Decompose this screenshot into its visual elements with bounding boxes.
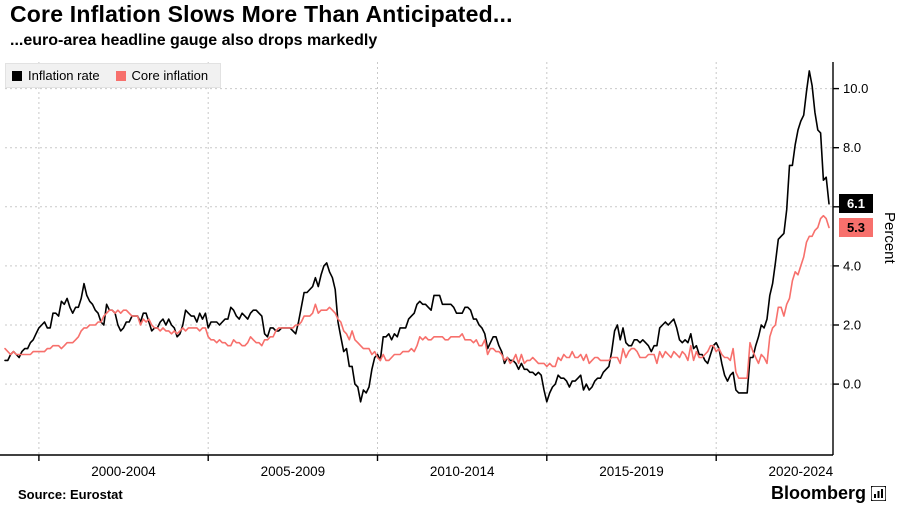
source-note: Source: Eurostat xyxy=(18,487,123,502)
series-line xyxy=(4,70,830,403)
end-value-badge-inflation-rate: 6.1 xyxy=(839,194,873,214)
end-value-badge-core-inflation: 5.3 xyxy=(839,218,873,237)
x-tick-label: 2020-2024 xyxy=(769,464,834,479)
bloomberg-logo[interactable]: Bloomberg xyxy=(771,483,886,504)
y-tick-label: 8.0 xyxy=(843,140,861,155)
y-axis-title: Percent xyxy=(881,212,898,264)
chart-title: Core Inflation Slows More Than Anticipat… xyxy=(10,1,513,27)
legend-item-inflation-rate: Inflation rate xyxy=(12,68,100,83)
y-tick-label: 2.0 xyxy=(843,318,861,333)
x-tick-label: 2000-2004 xyxy=(91,464,156,479)
legend-label-core-inflation: Core inflation xyxy=(131,68,209,83)
x-tick-label: 2010-2014 xyxy=(430,464,495,479)
y-tick-label: 10.0 xyxy=(843,81,868,96)
legend-label-inflation-rate: Inflation rate xyxy=(28,68,100,83)
series-line xyxy=(4,214,830,380)
y-tick-label: 0.0 xyxy=(843,377,861,392)
chart-legend: Inflation rate Core inflation xyxy=(5,63,222,88)
x-tick-label: 2005-2009 xyxy=(261,464,326,479)
legend-swatch-inflation-rate-icon xyxy=(12,70,22,81)
bloomberg-wordmark: Bloomberg xyxy=(770,483,866,503)
legend-swatch-core-inflation-icon xyxy=(115,70,126,81)
bloomberg-terminal-icon xyxy=(871,486,886,501)
y-tick-label: 4.0 xyxy=(843,258,861,273)
x-tick-label: 2015-2019 xyxy=(599,464,664,479)
chart-subtitle: ...euro-area headline gauge also drops m… xyxy=(10,32,378,49)
legend-item-core-inflation: Core inflation xyxy=(115,68,209,83)
